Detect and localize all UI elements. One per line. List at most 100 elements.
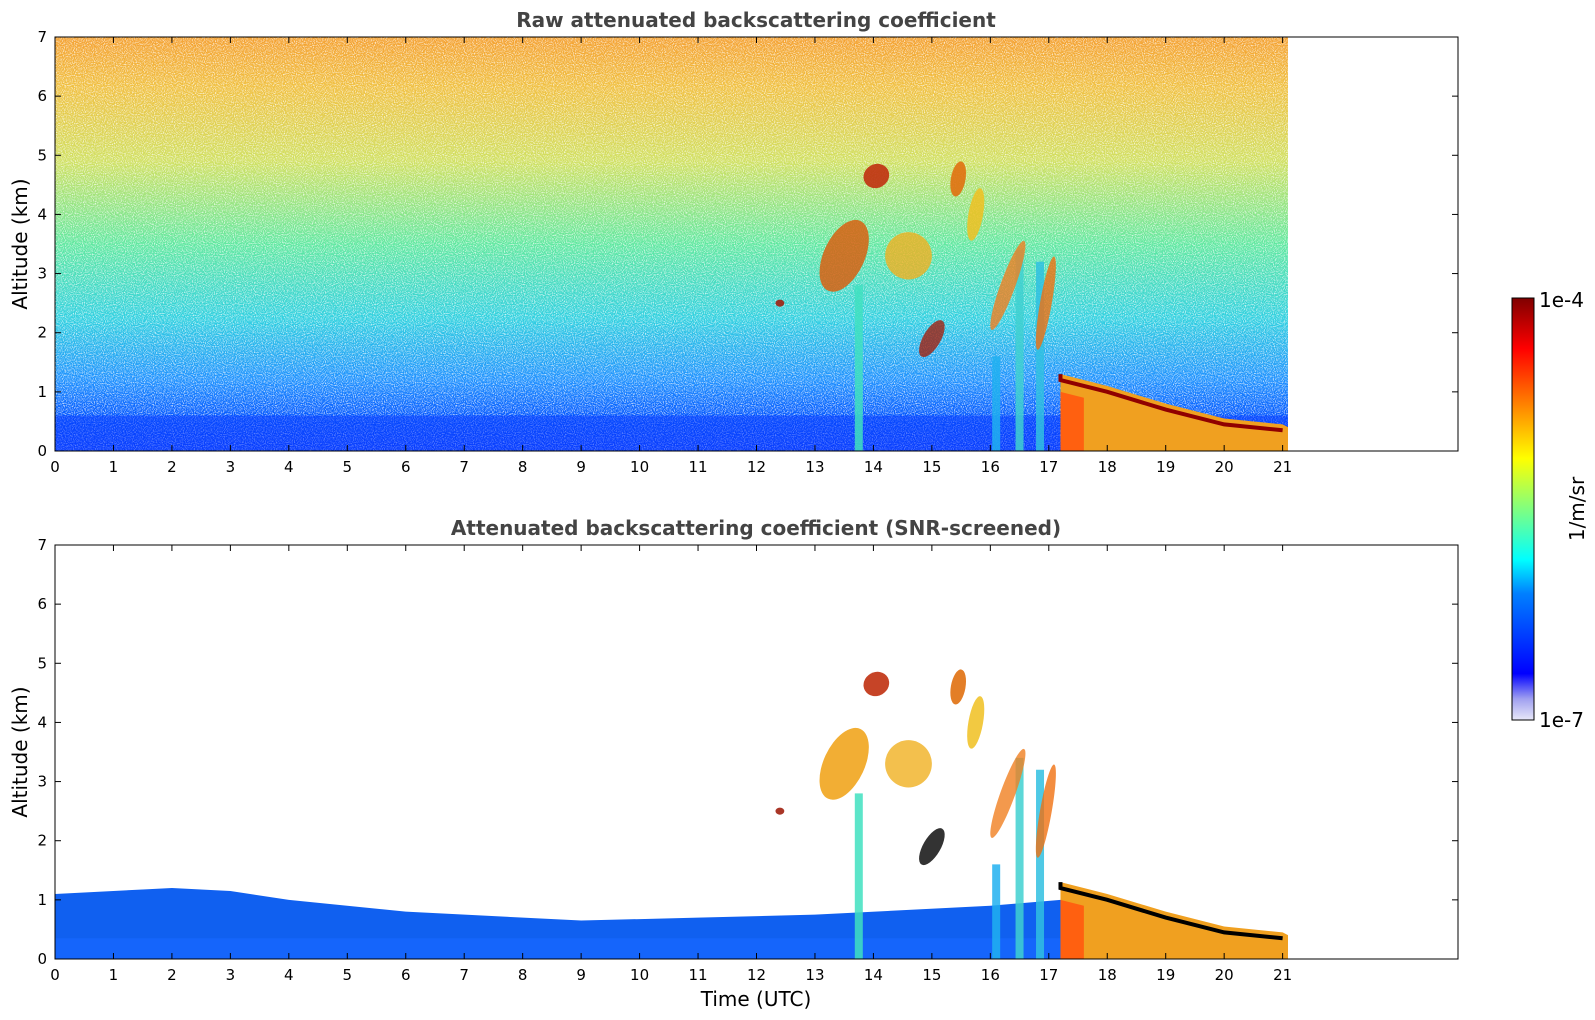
x-tick-label: 18 (1098, 458, 1117, 476)
x-tick-label: 17 (1039, 966, 1058, 984)
x-tick-label: 19 (1156, 458, 1175, 476)
x-tick-label: 6 (401, 458, 411, 476)
elevated-cloud-patch (863, 163, 890, 189)
precipitation-streak (1015, 249, 1024, 451)
y-tick-label: 3 (37, 773, 47, 791)
x-axis-label: Time (UTC) (700, 987, 812, 1011)
x-tick-label: 14 (864, 966, 883, 984)
y-tick-label: 7 (37, 28, 47, 46)
x-tick-label: 4 (284, 458, 294, 476)
x-tick-label: 10 (630, 458, 649, 476)
x-tick-label: 0 (50, 458, 60, 476)
y-tick-label: 4 (37, 713, 47, 731)
x-tick-label: 16 (981, 458, 1000, 476)
y-tick-label: 0 (37, 950, 47, 968)
x-tick-label: 11 (688, 458, 707, 476)
x-tick-label: 21 (1273, 966, 1292, 984)
y-tick-label: 1 (37, 383, 47, 401)
raw-features (55, 161, 1288, 451)
elevated-cloud-patch (863, 671, 890, 697)
precipitation-streak (992, 864, 1001, 959)
y-tick-label: 1 (37, 891, 47, 909)
raw-panel-title: Raw attenuated backscattering coefficien… (516, 8, 996, 32)
precipitation-streak (1036, 261, 1045, 451)
x-tick-label: 2 (167, 458, 177, 476)
x-tick-label: 3 (226, 966, 236, 984)
elevated-cloud-patch (819, 727, 869, 800)
elevated-cloud-patch (885, 740, 932, 788)
x-tick-label: 3 (226, 458, 236, 476)
precipitation-streak (1036, 769, 1045, 959)
y-tick-label: 4 (37, 205, 47, 223)
x-tick-label: 13 (805, 966, 824, 984)
x-tick-label: 4 (284, 966, 294, 984)
x-tick-label: 1 (109, 966, 119, 984)
elevated-cloud-patch (1035, 764, 1056, 858)
y-tick-label: 6 (37, 595, 47, 613)
raw-axis-ticks: 0 1 2 3 4 5 6 7 8 9 10 11 12 13 14 15 16 17 18 19 20 21012345… (37, 28, 1458, 476)
x-tick-label: 13 (805, 458, 824, 476)
cloud-core (1060, 899, 1084, 959)
raw-backscatter-panel: Raw attenuated backscattering coefficien… (8, 8, 1459, 476)
x-tick-label: 21 (1273, 458, 1292, 476)
elevated-cloud-patch (775, 807, 785, 815)
elevated-cloud-patch (775, 299, 785, 307)
elevated-cloud-patch (919, 828, 945, 866)
x-tick-label: 9 (576, 966, 586, 984)
colorbar-min-label: 1e-7 (1539, 708, 1584, 732)
colorbar-max-label: 1e-4 (1539, 288, 1584, 312)
x-tick-label: 6 (401, 966, 411, 984)
elevated-cloud-patch (990, 748, 1026, 838)
x-tick-label: 1 (109, 458, 119, 476)
near-surface-layer (55, 938, 1061, 959)
elevated-cloud-patch (967, 188, 985, 241)
y-tick-label: 3 (37, 265, 47, 283)
x-tick-label: 5 (343, 458, 353, 476)
x-tick-label: 0 (50, 966, 60, 984)
x-tick-label: 15 (922, 458, 941, 476)
cloud-top-edge (1058, 882, 1283, 941)
elevated-cloud-patch (819, 219, 869, 292)
precipitation-streak (854, 793, 863, 959)
screened-heatmap (55, 669, 1288, 959)
x-tick-label: 5 (343, 966, 353, 984)
x-tick-label: 7 (459, 966, 469, 984)
elevated-cloud-patch (885, 232, 932, 280)
elevated-cloud-patch (1035, 256, 1056, 350)
raw-y-axis-label: Altitude (km) (8, 178, 32, 309)
x-tick-label: 19 (1156, 966, 1175, 984)
colorbar-unit-label: 1/m/sr (1565, 476, 1589, 541)
x-tick-label: 8 (518, 458, 528, 476)
colorbar: 1e-4 1e-7 1/m/sr (1511, 288, 1589, 732)
x-tick-label: 11 (688, 966, 707, 984)
colorbar-gradient (1511, 297, 1535, 721)
cloud-core (1060, 391, 1084, 451)
x-tick-label: 14 (864, 458, 883, 476)
x-tick-label: 16 (981, 966, 1000, 984)
screened-backscatter-panel: Attenuated backscattering coefficient (S… (8, 516, 1459, 1011)
elevated-cloud-patch (967, 696, 985, 749)
x-tick-label: 20 (1215, 458, 1234, 476)
raw-heatmap (55, 37, 1288, 451)
x-tick-label: 12 (747, 458, 766, 476)
x-tick-label: 15 (922, 966, 941, 984)
elevated-cloud-patch (990, 240, 1026, 330)
y-tick-label: 6 (37, 87, 47, 105)
y-tick-label: 7 (37, 536, 47, 554)
y-tick-label: 2 (37, 832, 47, 850)
elevated-cloud-patch (950, 161, 967, 197)
x-tick-label: 10 (630, 966, 649, 984)
x-tick-label: 12 (747, 966, 766, 984)
x-tick-label: 17 (1039, 458, 1058, 476)
elevated-cloud-patch (919, 320, 945, 358)
x-tick-label: 18 (1098, 966, 1117, 984)
y-tick-label: 2 (37, 324, 47, 342)
x-tick-label: 20 (1215, 966, 1234, 984)
x-tick-label: 2 (167, 966, 177, 984)
precipitation-streak (854, 285, 863, 451)
precipitation-streak (1015, 757, 1024, 959)
precipitation-streak (992, 356, 1001, 451)
y-tick-label: 5 (37, 654, 47, 672)
elevated-cloud-patch (950, 669, 967, 705)
